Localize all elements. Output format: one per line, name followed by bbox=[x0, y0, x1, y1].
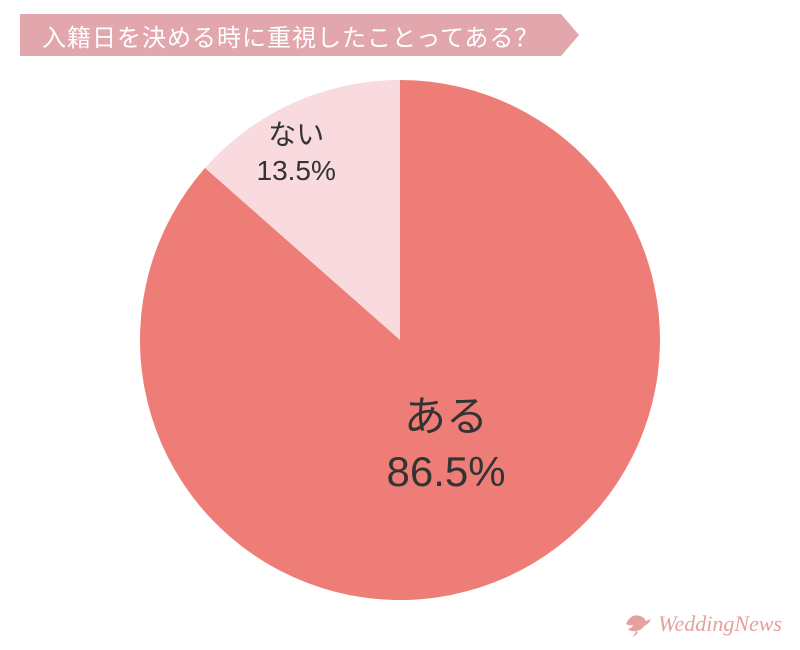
slice-label-text: ない bbox=[257, 117, 336, 153]
title-ribbon-tail bbox=[561, 14, 579, 56]
dove-icon bbox=[622, 610, 652, 638]
slice-percent-text: 13.5% bbox=[257, 153, 336, 189]
brand-logo: WeddingNews bbox=[622, 610, 782, 638]
pie-svg bbox=[0, 65, 800, 610]
slice-label-text: ある bbox=[387, 390, 506, 445]
title-ribbon-body: 入籍日を決める時に重視したことってある？ bbox=[20, 14, 561, 56]
pie-slice-label-0: ない13.5% bbox=[257, 117, 336, 190]
brand-logo-text: WeddingNews bbox=[658, 611, 782, 637]
slice-percent-text: 86.5% bbox=[387, 445, 506, 500]
title-text: 入籍日を決める時に重視したことってある？ bbox=[42, 18, 539, 53]
title-ribbon: 入籍日を決める時に重視したことってある？ bbox=[20, 14, 579, 56]
pie-chart bbox=[0, 65, 800, 610]
pie-slice-label-1: ある86.5% bbox=[387, 390, 506, 499]
